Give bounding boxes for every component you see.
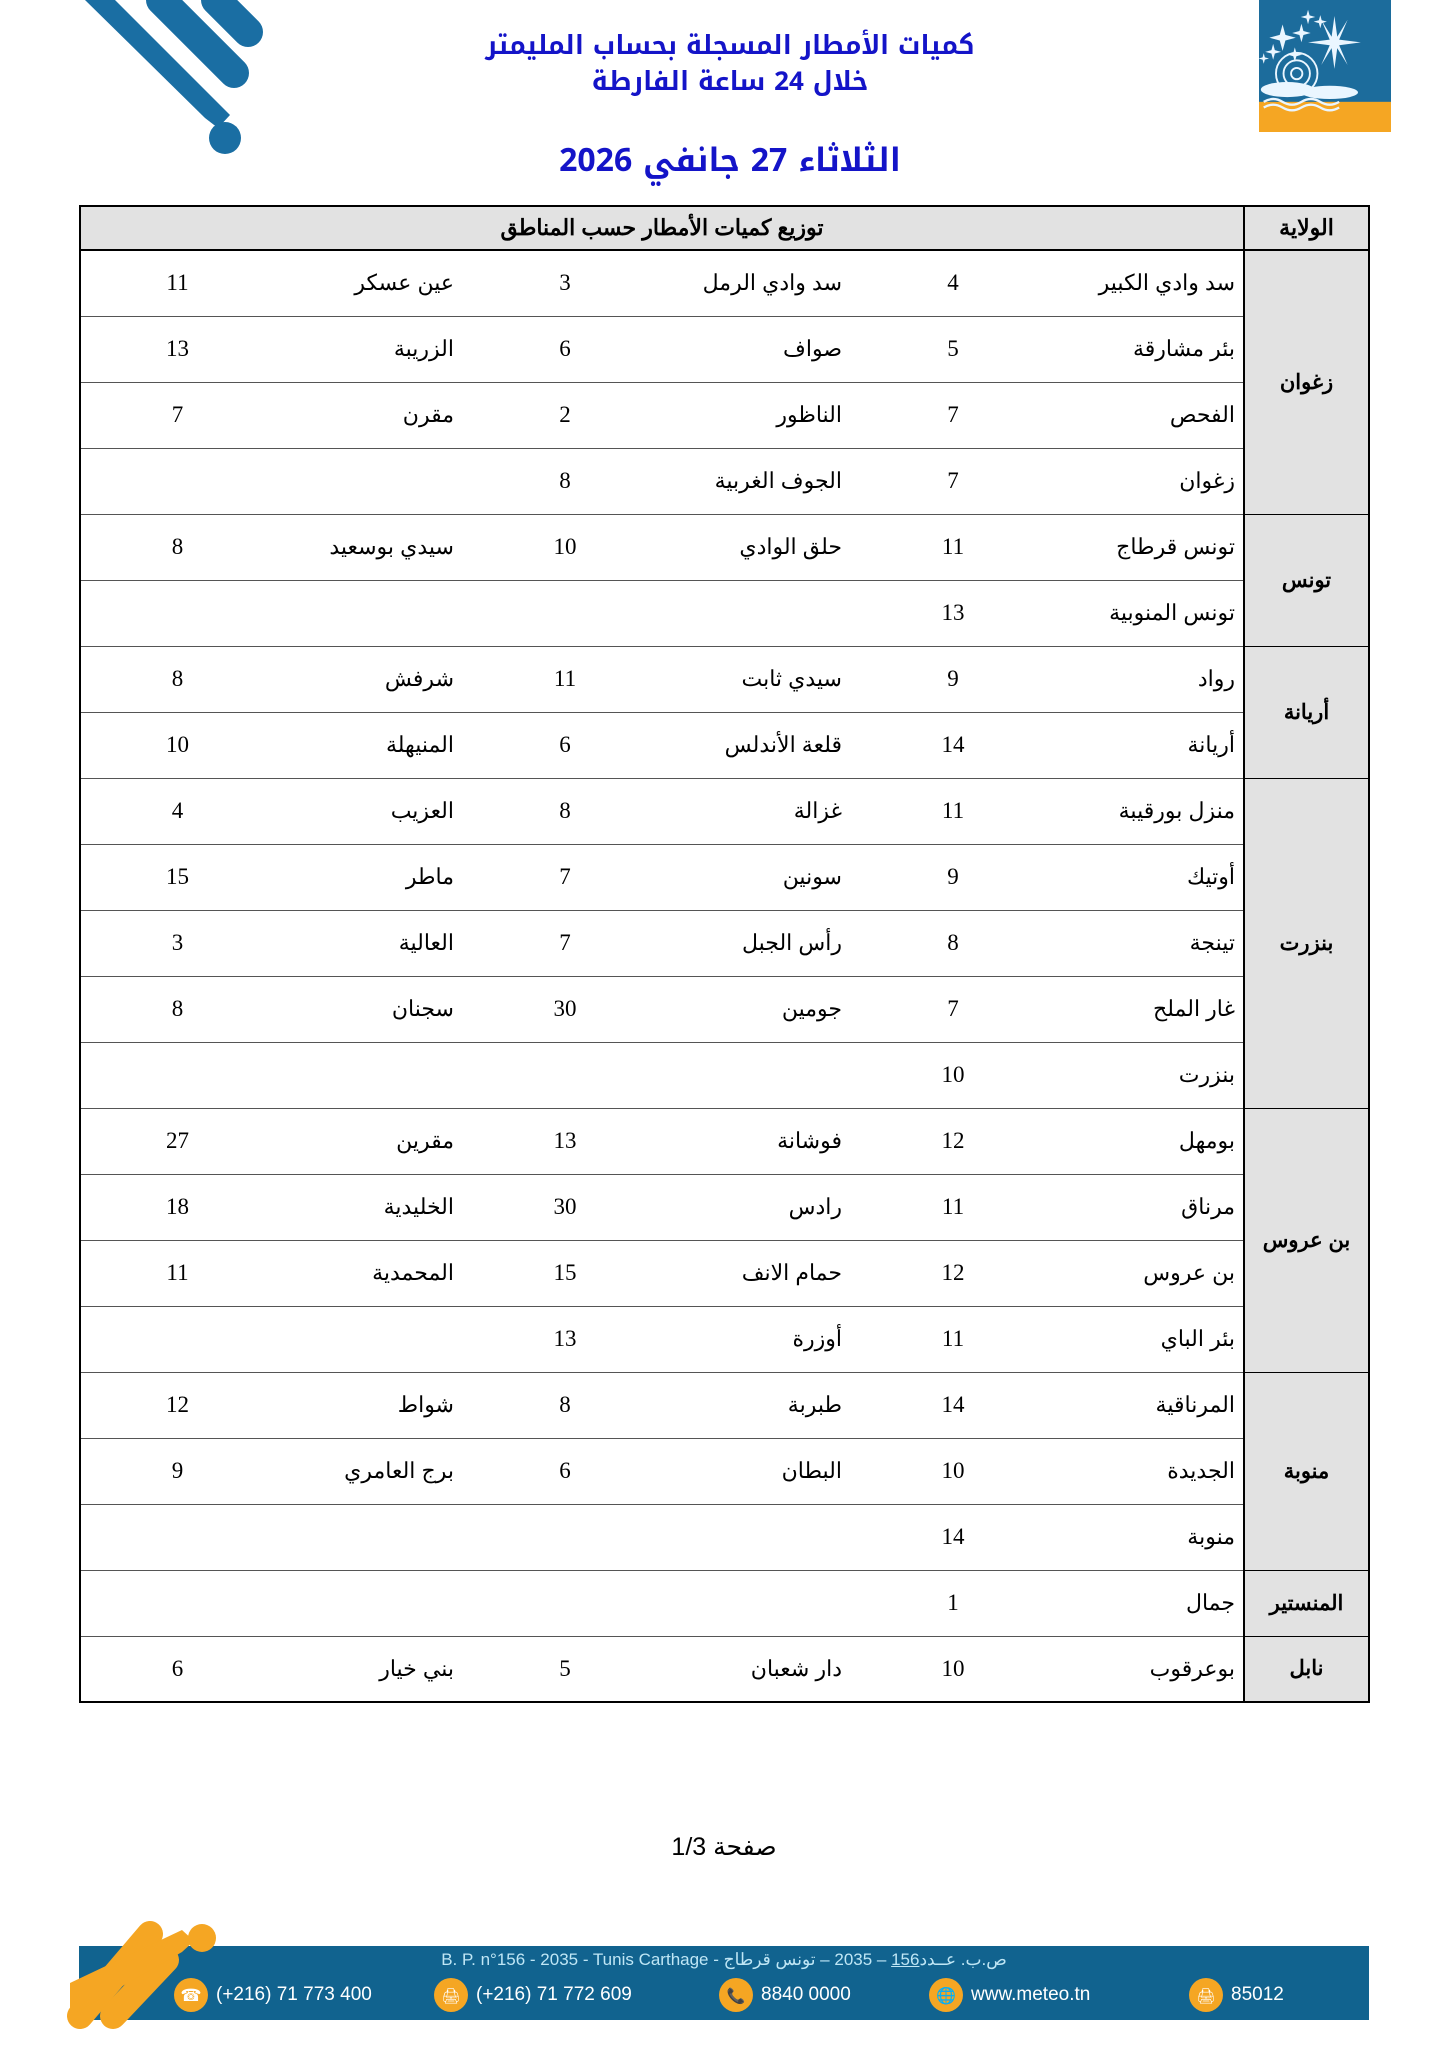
svg-text:🖨: 🖨 bbox=[1196, 1988, 1215, 2005]
svg-text:🌐: 🌐 bbox=[936, 1986, 956, 2005]
svg-text:🖨: 🖨 bbox=[441, 1988, 460, 2005]
svg-text:📞: 📞 bbox=[727, 1986, 746, 2005]
svg-text:☎: ☎ bbox=[180, 1986, 201, 2005]
